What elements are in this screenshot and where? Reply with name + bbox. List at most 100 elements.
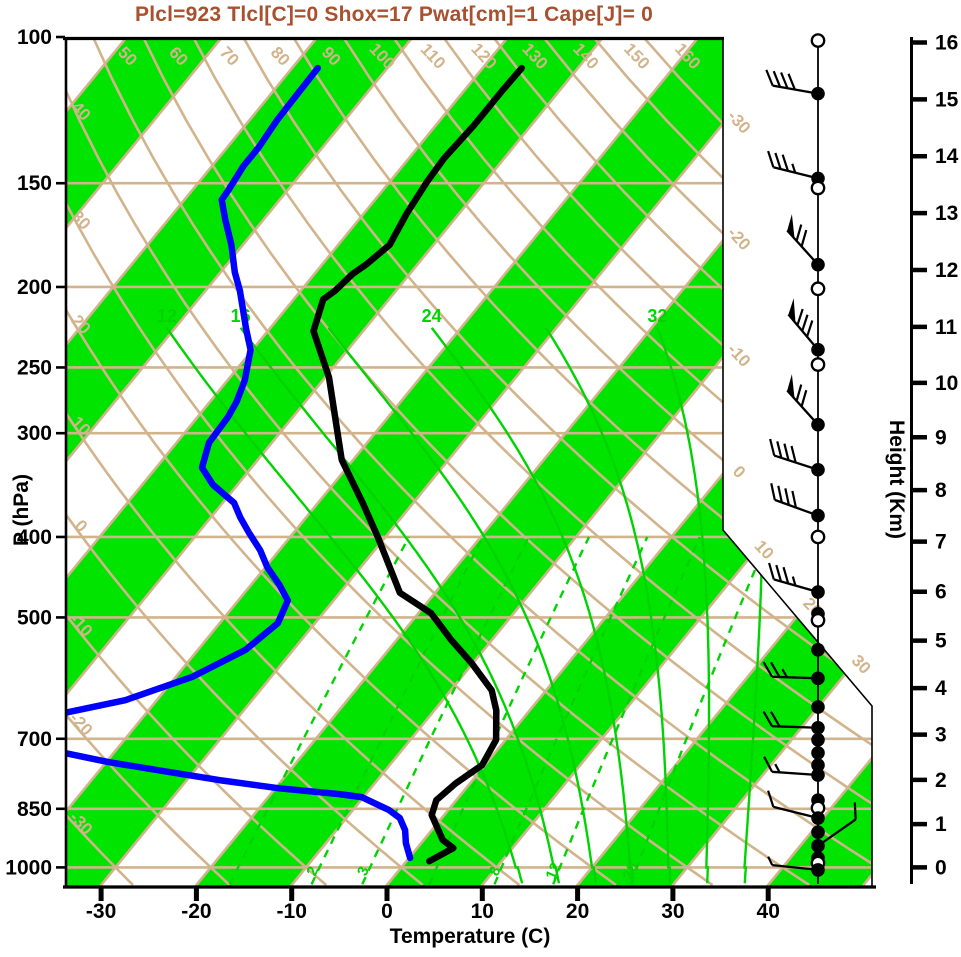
wind-barb-tick (781, 154, 789, 172)
wind-level-dot (811, 768, 825, 782)
wind-level-circle (810, 357, 826, 372)
height-tick-label: 14 (935, 145, 959, 168)
mixing-ratio-label: 20 (620, 860, 642, 882)
wind-barb-tick (783, 443, 790, 461)
wind-barb-shaft (771, 675, 819, 680)
wind-level-dot (811, 643, 825, 657)
isotherm-label: -10 (724, 340, 755, 371)
temperature-axis: -30 -20 -10 0 10 20 30 40 (86, 888, 780, 923)
wind-barb-tick (853, 802, 857, 820)
pressure-tick-label: 200 (17, 276, 52, 299)
wind-level-dot (811, 825, 825, 839)
isotherm-label: -20 (724, 223, 755, 254)
wind-barb-tick (784, 488, 790, 506)
dry-adiabat-label: 110 (417, 40, 450, 73)
height-tick-label: 10 (935, 372, 958, 395)
height-tick-label: 13 (935, 202, 958, 225)
wind-barb-tick (787, 73, 796, 90)
moist-adiabat-label: 32 (647, 306, 667, 326)
wind-level-dot (811, 839, 825, 853)
wind-barb-tick (774, 152, 782, 170)
isotherm-label: 30 (848, 651, 875, 678)
wind-barb-tick (776, 441, 783, 459)
chart-title: Plcl=923 Tlcl[C]=0 Shox=17 Pwat[cm]=1 Ca… (135, 3, 653, 26)
wind-level-circle (810, 281, 826, 297)
temperature-tick-label: -20 (181, 900, 211, 923)
temperature-tick (479, 888, 485, 901)
height-tick-label: 6 (935, 581, 947, 604)
temperature-tick (98, 888, 104, 901)
wind-barb-tick (765, 69, 774, 87)
wind-barb-flag (788, 298, 796, 323)
temperature-curve (310, 64, 525, 865)
wind-barb-tick (767, 790, 775, 808)
wind-barb-shaft (773, 805, 819, 820)
wind-barb-shaft (773, 166, 819, 180)
wind-barb-tick (782, 566, 790, 584)
wind-barb-tick (772, 70, 782, 88)
wind-barb-tick (777, 485, 783, 503)
wind-barb-tick (769, 438, 776, 456)
wind-barb-half-tick (767, 856, 774, 866)
pressure-tick-label: 400 (17, 526, 52, 549)
wind-barb-half-tick (774, 763, 781, 773)
mixing-ratio-label: 12 (543, 860, 565, 882)
temperature-tick-label: 40 (757, 900, 780, 923)
wind-barb-tick (763, 756, 774, 773)
wind-level-dot (811, 86, 825, 101)
wind-barb-tick (801, 314, 809, 332)
wind-barb-tick (790, 445, 797, 463)
wind-barb-tick (780, 72, 789, 89)
wind-level-dot (811, 732, 825, 747)
height-tick-label: 16 (935, 31, 958, 54)
temperature-tick (289, 888, 295, 901)
dry-adiabat-label: 0 (71, 516, 91, 536)
wind-barb-half-tick (791, 163, 797, 174)
isotherm-label: 0 (729, 462, 749, 482)
dry-adiabat-label: 80 (267, 43, 294, 70)
isotherm-label: -30 (724, 107, 755, 138)
wind-barb-shaft (772, 84, 819, 95)
height-tick-label: 15 (935, 88, 959, 111)
temperature-tick (384, 888, 390, 901)
wind-barb-tick (768, 562, 775, 580)
wind-barb-tick (796, 308, 804, 326)
wind-barb-shaft (771, 725, 819, 729)
wind-barb-half-tick (781, 668, 788, 678)
height-tick-label: 11 (935, 316, 958, 339)
isotherm-label: 10 (751, 536, 778, 563)
wind-level-dot (811, 720, 825, 735)
height-tick-label: 3 (935, 724, 947, 747)
wind-level-circle (810, 529, 826, 545)
wind-level-dot (811, 758, 825, 772)
sounding-curves (65, 64, 525, 865)
temperature-tick-label: 20 (566, 900, 589, 923)
wind-barb-shaft (773, 578, 819, 594)
height-tick-label: 2 (935, 769, 947, 792)
wind-barb-shaft (786, 229, 819, 266)
temperature-axis-label: Temperature (C) (389, 925, 551, 948)
wind-level-dot (811, 585, 825, 599)
wind-barb-flag (787, 214, 795, 239)
wind-barb-tick (795, 384, 803, 402)
wind-level-circle (810, 180, 826, 196)
temperature-tick (765, 888, 771, 901)
plot-frame (63, 36, 876, 889)
wind-barb-shaft (772, 770, 819, 777)
temperature-tick (670, 888, 676, 901)
temperature-tick-label: -10 (277, 900, 307, 923)
moist-adiabat-lines (165, 327, 764, 884)
height-tick-label: 9 (935, 426, 947, 449)
dewpoint-curve (65, 64, 414, 862)
wind-barb-tick (800, 389, 808, 407)
pressure-tick-label: 850 (17, 798, 52, 821)
pressure-tick-label: 700 (17, 728, 52, 751)
wind-barb-tick (791, 490, 797, 508)
wind-barbs (762, 33, 857, 884)
moist-adiabat-label: 12 (157, 306, 177, 326)
wind-barb-tick (762, 661, 773, 678)
wind-barb-tick (770, 483, 776, 501)
wind-level-circle (810, 33, 826, 48)
